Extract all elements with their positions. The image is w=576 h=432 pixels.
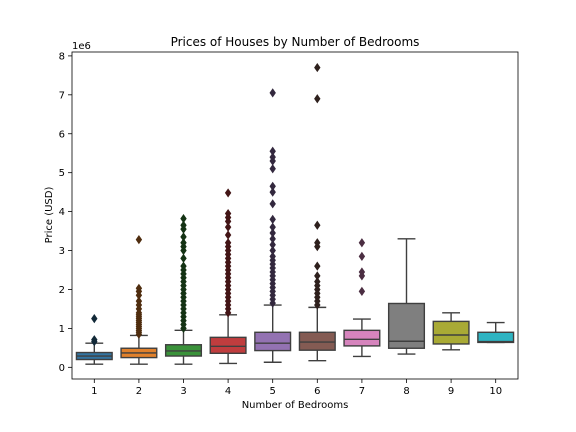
y-tick-label: 7 bbox=[59, 90, 65, 101]
y-axis: 0 1 2 3 4 5 6 7 8 bbox=[59, 51, 72, 374]
y-tick-label: 4 bbox=[59, 207, 65, 218]
outlier-point bbox=[224, 222, 232, 232]
outlier-point bbox=[314, 220, 321, 230]
y-tick-label: 2 bbox=[59, 285, 65, 296]
x-tick-label: 10 bbox=[489, 386, 502, 397]
box-group-6 bbox=[298, 62, 336, 362]
outlier-point bbox=[180, 238, 187, 248]
box-group-7 bbox=[343, 238, 381, 358]
box-iqr bbox=[254, 331, 292, 352]
box-group-10 bbox=[477, 321, 515, 344]
y-tick-label: 8 bbox=[59, 51, 65, 62]
outlier-point bbox=[269, 222, 276, 232]
box-iqr bbox=[432, 320, 470, 345]
outlier-point bbox=[91, 314, 98, 324]
outlier-point bbox=[269, 251, 276, 261]
x-tick-label: 4 bbox=[225, 386, 231, 397]
outlier-point bbox=[314, 271, 321, 281]
outlier-point bbox=[358, 251, 366, 261]
box-iqr bbox=[343, 329, 381, 347]
y-axis-multiplier: 1e6 bbox=[72, 41, 91, 52]
box-group-9 bbox=[432, 312, 470, 351]
box-group-1 bbox=[75, 314, 113, 365]
outlier-point bbox=[269, 187, 276, 197]
x-tick-label: 9 bbox=[448, 386, 454, 397]
box-iqr bbox=[209, 336, 247, 355]
outlier-point bbox=[269, 245, 276, 256]
x-tick-label: 6 bbox=[314, 386, 320, 397]
outlier-point bbox=[269, 214, 276, 224]
outlier-point bbox=[269, 234, 276, 244]
outlier-point bbox=[135, 283, 143, 293]
outlier-point bbox=[269, 88, 276, 98]
box-plot-series bbox=[75, 62, 515, 365]
outlier-point bbox=[224, 208, 232, 219]
y-tick-label: 3 bbox=[59, 246, 65, 257]
outlier-point bbox=[314, 94, 321, 104]
outlier-point bbox=[135, 235, 143, 245]
outlier-point bbox=[314, 238, 321, 248]
x-tick-label: 5 bbox=[270, 386, 276, 397]
outlier-point bbox=[314, 261, 321, 271]
outlier-point bbox=[180, 214, 187, 224]
x-tick-label: 3 bbox=[180, 386, 186, 397]
box-group-4 bbox=[209, 188, 247, 365]
outlier-point bbox=[180, 261, 187, 271]
x-tick-label: 2 bbox=[136, 386, 142, 397]
box-group-3 bbox=[164, 214, 203, 365]
x-tick-label: 7 bbox=[359, 386, 365, 397]
outlier-point bbox=[224, 238, 232, 248]
outlier-point bbox=[269, 228, 276, 238]
outlier-point bbox=[180, 232, 187, 242]
outlier-point bbox=[180, 220, 187, 230]
y-tick-label: 0 bbox=[59, 363, 65, 374]
x-axis: 1 2 3 4 5 6 7 8 9 10 bbox=[91, 379, 502, 397]
outlier-point bbox=[358, 267, 366, 277]
box-group-2 bbox=[120, 235, 158, 365]
outlier-point bbox=[269, 240, 276, 250]
outlier-point bbox=[314, 277, 321, 287]
outlier-point bbox=[314, 62, 321, 73]
x-axis-label: Number of Bedrooms bbox=[242, 400, 349, 411]
outlier-point bbox=[358, 238, 366, 248]
y-tick-label: 5 bbox=[59, 168, 65, 179]
y-axis-label: Price (USD) bbox=[44, 187, 55, 244]
outlier-point bbox=[91, 335, 98, 345]
box-iqr bbox=[298, 331, 336, 351]
outlier-point bbox=[269, 199, 276, 209]
outlier-point bbox=[180, 253, 187, 263]
outlier-point bbox=[224, 230, 232, 240]
box-group-5 bbox=[254, 88, 292, 363]
y-tick-label: 1 bbox=[59, 324, 65, 335]
y-tick-label: 6 bbox=[59, 129, 65, 140]
outlier-point bbox=[269, 164, 276, 174]
outlier-point bbox=[224, 188, 232, 198]
outlier-point bbox=[135, 296, 143, 306]
outlier-point bbox=[269, 181, 276, 191]
outlier-point bbox=[358, 286, 366, 297]
plot-area-frame bbox=[71, 51, 519, 380]
box-iqr bbox=[477, 331, 515, 344]
x-tick-label: 1 bbox=[91, 386, 97, 397]
outlier-point bbox=[269, 146, 276, 156]
outlier-point bbox=[269, 152, 276, 162]
x-tick-label: 8 bbox=[403, 386, 409, 397]
chart-title: Prices of Houses by Number of Bedrooms bbox=[171, 35, 420, 49]
box-group-8 bbox=[387, 238, 426, 355]
